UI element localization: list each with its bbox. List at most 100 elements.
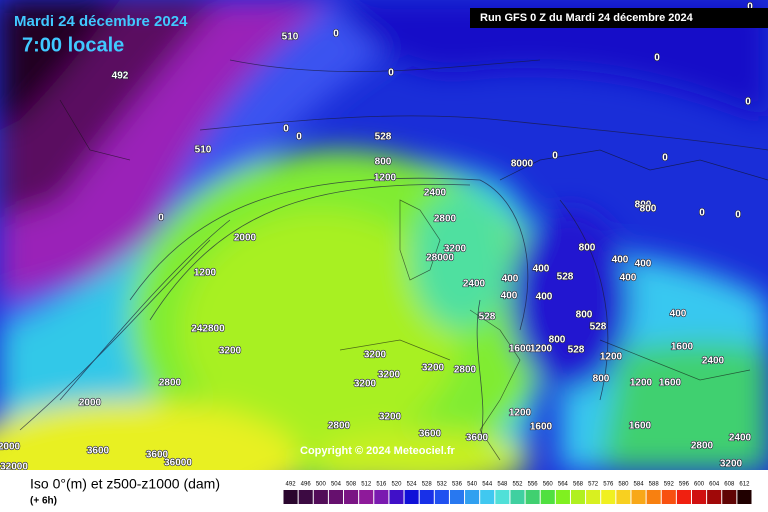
colorbar-label: 520: [391, 482, 402, 488]
contour-label: 2000: [0, 442, 21, 453]
contour-label: 3200: [364, 350, 387, 361]
colorbar-label: 584: [634, 482, 645, 488]
colorbar-swatch: [540, 490, 555, 504]
contour-label: 0: [296, 132, 302, 143]
contour-label: 0: [654, 53, 660, 64]
contour-label: 0: [388, 68, 394, 79]
contour-label: 528: [557, 272, 574, 283]
colorbar-label: 568: [573, 482, 584, 488]
contour-label: 2400: [729, 433, 752, 444]
colorbar-swatch: [570, 490, 586, 504]
colorbar-label: 588: [649, 482, 660, 488]
colorbar-swatch: [389, 490, 404, 504]
colorbar-label: 512: [361, 482, 372, 488]
contour-label: 400: [620, 273, 637, 284]
colorbar-swatch: [359, 490, 374, 504]
colorbar-swatch: [586, 490, 601, 504]
date-title: Mardi 24 décembre 2024: [14, 13, 188, 30]
colorbar-swatch: [707, 490, 722, 504]
colorbar-label: 528: [422, 482, 433, 488]
contour-label: 2800: [691, 441, 714, 452]
colorbar-label: 608: [724, 482, 735, 488]
contour-label: 800: [593, 374, 610, 385]
colorbar-swatch: [328, 490, 344, 504]
contour-label: 800: [579, 243, 596, 254]
contour-label: 800: [375, 157, 392, 168]
colorbar-label: 508: [346, 482, 357, 488]
colorbar-label: 516: [376, 482, 387, 488]
contour-label: 0: [745, 97, 751, 108]
colorbar-swatch: [616, 490, 631, 504]
contour-label: 0: [699, 208, 705, 219]
contour-label: 800: [640, 204, 657, 215]
time-title: 7:00 locale: [22, 34, 124, 56]
contour-label: 492: [112, 71, 129, 82]
contour-label: 1600: [671, 342, 694, 353]
colorbar-swatch: [313, 490, 328, 504]
contour-label: 3600: [419, 429, 442, 440]
colorbar-label: 500: [316, 482, 327, 488]
contour-label: 3200: [379, 412, 402, 423]
colorbar-swatch: [465, 490, 480, 504]
colorbar-label: 548: [497, 482, 508, 488]
colorbar-swatch: [691, 490, 707, 504]
contour-label: 528: [590, 322, 607, 333]
colorbar-label: 580: [618, 482, 629, 488]
colorbar-label: 576: [603, 482, 614, 488]
contour-label: 0: [158, 213, 164, 224]
contour-label: 400: [536, 292, 553, 303]
contour-label: 400: [502, 274, 519, 285]
colorbar-swatch: [434, 490, 449, 504]
colorbar-swatch: [646, 490, 661, 504]
copyright: Copyright © 2024 Meteociel.fr: [300, 445, 456, 457]
contour-label: 1600: [629, 421, 652, 432]
contour-label: 3200: [219, 346, 242, 357]
colorbar-label: 532: [437, 482, 448, 488]
contour-label: 3200: [354, 379, 377, 390]
contour-label: 2400: [702, 356, 725, 367]
contour-label: 2000: [234, 233, 257, 244]
contour-label: 2800: [159, 378, 182, 389]
contour-label: 1200: [509, 408, 532, 419]
colorbar-label: 536: [452, 482, 463, 488]
contour-label: 3200: [720, 459, 743, 470]
colorbar-label: 496: [301, 482, 312, 488]
contour-label: 2800: [434, 214, 457, 225]
contour-label: 2400: [463, 279, 486, 290]
colorbar-label: 564: [558, 482, 569, 488]
colorbar-swatch: [525, 490, 540, 504]
contour-label: 36000: [164, 458, 192, 469]
contour-label: 3200: [422, 363, 445, 374]
contour-label: 510: [195, 145, 212, 156]
contour-label: 3600: [87, 446, 110, 457]
contour-label: 528: [568, 345, 585, 356]
colorbar-label: 556: [528, 482, 539, 488]
colorbar-label: 604: [709, 482, 720, 488]
contour-label: 0: [333, 29, 339, 40]
contour-label: 3600: [146, 450, 169, 461]
colorbar-label: 612: [739, 482, 750, 488]
contour-label: 2800: [328, 421, 351, 432]
contour-label: 528: [479, 312, 496, 323]
contour-label: 1600: [530, 422, 553, 433]
colorbar-swatch: [344, 490, 359, 504]
contour-label: 2800: [454, 365, 477, 376]
contour-label: 0: [747, 2, 753, 13]
colorbar-label: 492: [286, 482, 297, 488]
colorbar-swatch: [555, 490, 570, 504]
run-banner: [470, 8, 768, 28]
contour-label: 1600: [659, 378, 682, 389]
colorbar-swatch: [298, 490, 313, 504]
colorbar-swatch: [404, 490, 419, 504]
colorbar: 492 496 500 504 508 512 516 520 524 528 532 536 540 5…: [283, 482, 752, 504]
colorbar-swatch: [449, 490, 465, 504]
colorbar-label: 540: [467, 482, 478, 488]
contour-label: 800: [576, 310, 593, 321]
contour-label: 3200: [378, 370, 401, 381]
colorbar-swatch: [601, 490, 616, 504]
contour-label: 1200: [600, 352, 623, 363]
colorbar-label: 596: [679, 482, 690, 488]
run-label: Run GFS 0 Z du Mardi 24 décembre 2024: [480, 12, 694, 24]
colorbar-swatch: [419, 490, 434, 504]
